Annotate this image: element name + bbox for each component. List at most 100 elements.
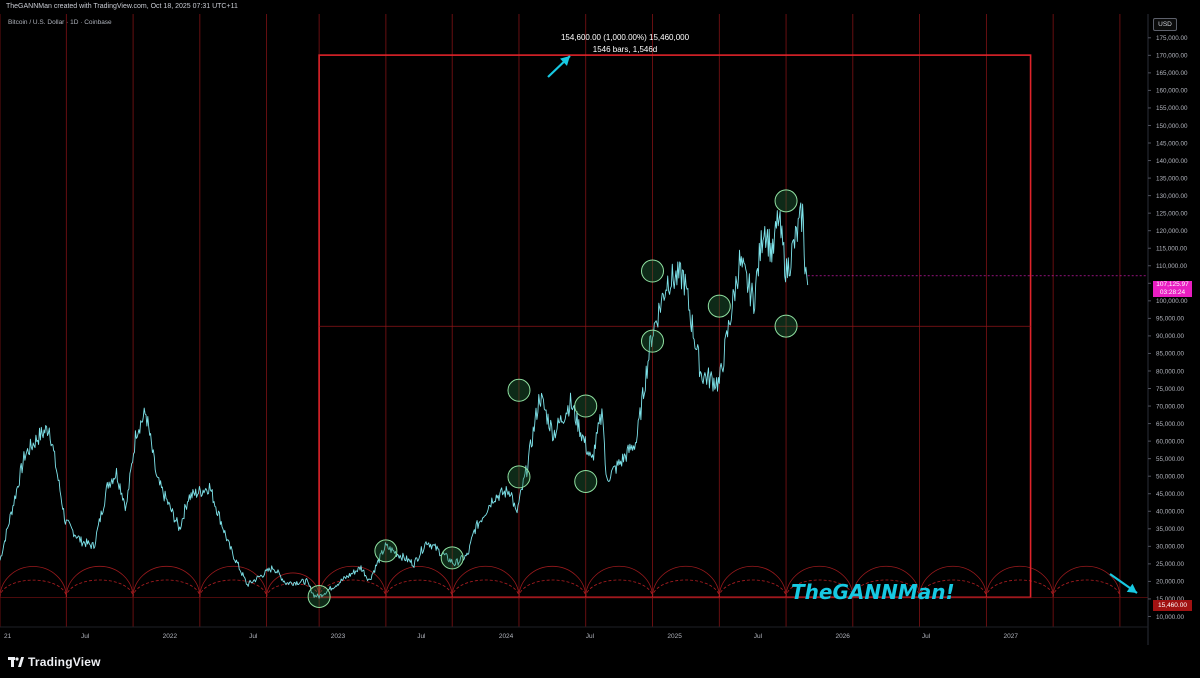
pivot-circle (574, 469, 598, 493)
price-axis-label: 145,000.00 (1156, 140, 1188, 147)
gann-arc-layer (0, 565, 1121, 598)
top-bar: TheGANNMan created with TradingView.com,… (0, 0, 1200, 14)
price-axis-label: 135,000.00 (1156, 175, 1188, 182)
time-axis[interactable]: 21 Jul 2022 Jul 2023 Jul 2024 Jul 2025 Jul 2026 Jul… (0, 626, 1148, 640)
price-axis-label: 130,000.00 (1156, 193, 1188, 200)
down-arrow (1109, 573, 1138, 594)
price-axis-label: 70,000.00 (1156, 403, 1185, 410)
gann-arc-inner (718, 579, 787, 598)
price-axis-label: 15,000.00 (1156, 596, 1185, 603)
gann-arc-inner (518, 579, 587, 598)
price-axis-label: 85,000.00 (1156, 351, 1185, 358)
price-axis-label: 45,000.00 (1156, 491, 1185, 498)
author-watermark: TheGANNMan! (791, 580, 955, 604)
price-axis-label: 140,000.00 (1156, 158, 1188, 165)
pivot-circle (641, 329, 665, 353)
price-axis-label: 25,000.00 (1156, 561, 1185, 568)
time-axis-label: 2024 (499, 633, 514, 640)
time-axis-label: 2022 (163, 633, 178, 640)
gann-arc-inner (65, 579, 134, 598)
price-axis-label: 125,000.00 (1156, 210, 1188, 217)
price-axis-label: 30,000.00 (1156, 544, 1185, 551)
time-axis-label: 2026 (835, 633, 850, 640)
price-axis-label: 120,000.00 (1156, 228, 1188, 235)
gann-arc-inner (199, 579, 268, 598)
price-axis-label: 55,000.00 (1156, 456, 1185, 463)
price-axis-label: 50,000.00 (1156, 473, 1185, 480)
gann-arc-inner (266, 583, 320, 598)
price-axis-label: 35,000.00 (1156, 526, 1185, 533)
gann-arc-outer (65, 566, 134, 598)
gann-arc-outer (919, 565, 987, 598)
gann-arc-outer (199, 565, 268, 598)
time-axis-label: Jul (922, 633, 931, 640)
price-axis-label: 150,000.00 (1156, 123, 1188, 130)
symbol-legend[interactable]: Bitcoin / U.S. Dollar · 1D · Coinbase (8, 19, 112, 26)
gann-arc-outer (451, 566, 520, 598)
time-axis-label: 2025 (667, 633, 682, 640)
gann-arc-outer (585, 565, 653, 598)
gann-arc-outer (785, 565, 854, 598)
low-price-badge: 15,460.00 (1153, 600, 1192, 611)
price-chart[interactable]: 10,000.00 15,000.00 20,000.00 25,000.00 30,0… (0, 0, 1200, 645)
measure-bar-range: 1546 bars, 1,546d (592, 45, 658, 54)
pivot-circle (641, 259, 665, 283)
price-axis-label: 10,000.00 (1156, 614, 1185, 621)
time-axis-label: Jul (586, 633, 595, 640)
price-series-layer (0, 202, 1148, 599)
measure-price-range: 154,600.00 (1,000.00%) 15,460,000 (560, 33, 690, 42)
gann-arc-inner (652, 579, 720, 598)
price-axis-label: 100,000.00 (1156, 298, 1188, 305)
gann-arc-inner (785, 579, 854, 598)
arrow-head (560, 56, 570, 66)
up-arrow (547, 55, 571, 78)
gann-arc-outer (518, 565, 587, 598)
currency-button[interactable]: USD (1153, 18, 1177, 31)
time-axis-label: 2023 (331, 633, 346, 640)
last-price: 107,125.97 (1156, 281, 1189, 288)
arrow-layer (547, 55, 1138, 594)
price-axis[interactable]: 10,000.00 15,000.00 20,000.00 25,000.00 30,0… (1147, 14, 1188, 645)
gann-arc-inner (1052, 579, 1121, 598)
gann-arc-outer (266, 572, 320, 598)
time-cycle-layer (0, 14, 1121, 627)
pivot-circle (507, 378, 531, 402)
price-axis-label: 110,000.00 (1156, 263, 1188, 270)
time-axis-label: Jul (417, 633, 426, 640)
gann-arc-inner (985, 579, 1054, 598)
gann-arc-inner (852, 579, 920, 598)
pivot-circle (307, 584, 331, 608)
tradingview-logo-icon (8, 657, 24, 667)
gann-arc-inner (585, 579, 653, 598)
pivot-circle (707, 294, 731, 318)
gann-arc-inner (385, 579, 453, 598)
tradingview-logo[interactable]: TradingView (8, 655, 101, 669)
price-axis-label: 90,000.00 (1156, 333, 1185, 340)
price-axis-label: 165,000.00 (1156, 70, 1188, 77)
pivot-circle (574, 394, 598, 418)
pivot-circle (374, 539, 398, 563)
gann-box[interactable] (0, 54, 1148, 599)
pivot-circle (774, 189, 798, 213)
gann-arc-outer (1052, 566, 1121, 598)
gann-arc-outer (0, 566, 67, 598)
time-axis-label: 2027 (1004, 633, 1019, 640)
gann-arc-outer (852, 565, 920, 598)
tradingview-brand: TradingView (28, 655, 101, 669)
gann-arc-outer (385, 566, 453, 598)
gann-arc-outer (318, 565, 387, 598)
price-axis-label: 160,000.00 (1156, 88, 1188, 95)
gann-arc-outer (985, 565, 1054, 598)
price-axis-label: 60,000.00 (1156, 438, 1185, 445)
time-axis-label: Jul (249, 633, 258, 640)
price-axis-label: 95,000.00 (1156, 316, 1185, 323)
footer-bar: TradingView (0, 645, 1200, 678)
gann-arc-inner (132, 579, 201, 598)
arrow-head (1126, 583, 1137, 593)
last-price-badge: 107,125.97 03:28:24 (1153, 281, 1192, 297)
pivot-circle (440, 546, 464, 570)
gann-arc-inner (318, 579, 387, 598)
price-series-line (0, 202, 809, 599)
gann-arc-inner (0, 579, 67, 598)
price-axis-label: 65,000.00 (1156, 421, 1185, 428)
